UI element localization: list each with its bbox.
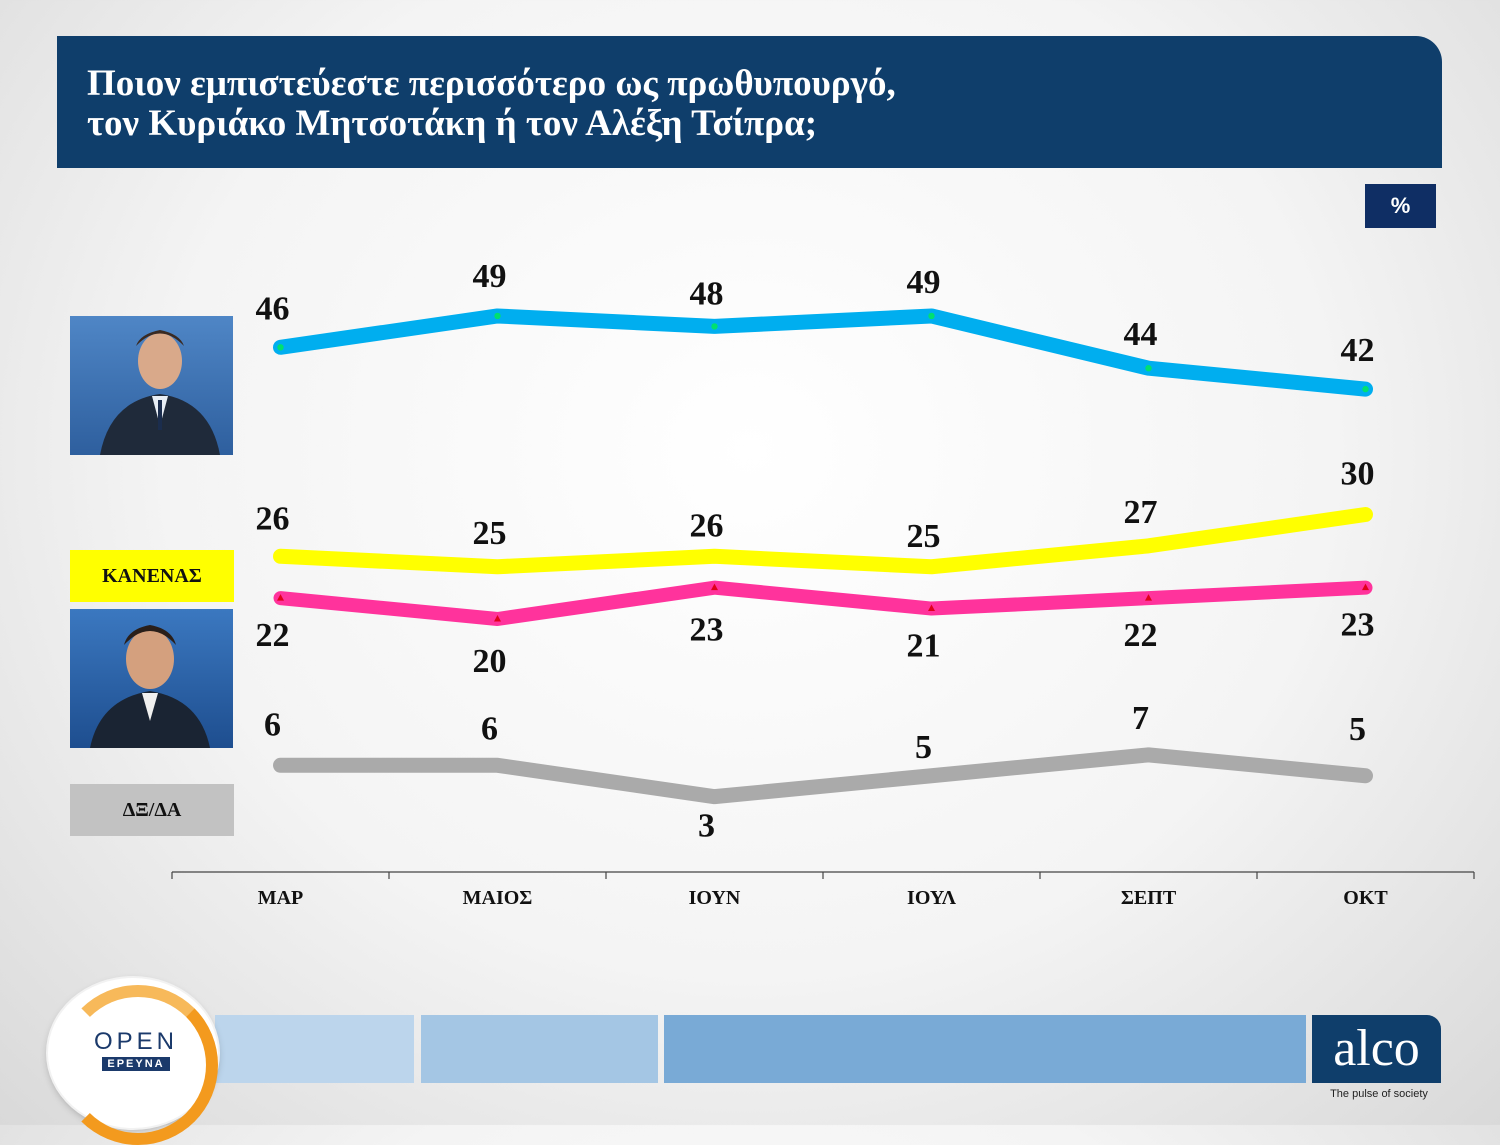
data-point-mitsotakis — [494, 312, 501, 320]
data-label-dk: 5 — [915, 729, 932, 766]
data-label-none: 27 — [1124, 494, 1158, 531]
x-tick-label: ΙΟΥΛ — [907, 887, 957, 909]
legend-dk: ΔΞ/ΔΑ — [70, 784, 234, 836]
tsipras-photo — [70, 609, 233, 748]
data-point-tsipras — [1145, 594, 1152, 601]
title-line-1: Ποιον εμπιστεύεστε περισσότερο ως πρωθυπ… — [87, 63, 896, 104]
open-sub: ΕΡΕΥΝΑ — [102, 1057, 170, 1071]
data-label-dk: 5 — [1349, 711, 1366, 748]
data-label-tsipras: 23 — [1341, 607, 1375, 644]
percent-badge: % — [1365, 184, 1436, 228]
data-label-dk: 3 — [698, 808, 715, 845]
data-label-none: 26 — [256, 500, 290, 537]
mitsotakis-photo — [70, 316, 233, 455]
legend-none: ΚΑΝΕΝΑΣ — [70, 550, 234, 602]
data-label-none: 25 — [473, 515, 507, 552]
data-label-dk: 6 — [481, 710, 498, 747]
data-point-tsipras — [711, 583, 718, 591]
header-banner: Ποιον εμπιστεύεστε περισσότερο ως πρωθυπ… — [57, 36, 1442, 168]
alco-word: alco — [1333, 1020, 1420, 1077]
open-word: OPEN — [93, 1028, 178, 1055]
series-line-none — [273, 507, 1373, 575]
page-title: Ποιον εμπιστεύεστε περισσότερο ως πρωθυπ… — [87, 64, 896, 144]
data-point-mitsotakis — [277, 344, 284, 351]
x-tick-label: ΣΕΠΤ — [1121, 887, 1177, 909]
alco-logo: alco — [1312, 1015, 1441, 1083]
data-point-mitsotakis — [928, 312, 935, 320]
data-label-none: 25 — [907, 518, 941, 555]
data-point-tsipras — [1362, 583, 1369, 591]
alco-tagline: The pulse of society — [1330, 1088, 1428, 1100]
data-label-tsipras: 23 — [690, 612, 724, 649]
data-point-tsipras — [494, 615, 501, 622]
data-label-tsipras: 22 — [1124, 617, 1158, 654]
data-point-mitsotakis — [711, 323, 718, 330]
data-label-mitsotakis: 49 — [907, 264, 941, 301]
open-logo-text: OPEN ΕΡΕΥΝΑ — [86, 1030, 186, 1072]
x-tick-label: ΟΚΤ — [1343, 887, 1388, 909]
data-point-tsipras — [277, 594, 284, 601]
x-tick-label: ΜΑΙΟΣ — [463, 887, 533, 909]
series-line-tsipras — [273, 580, 1373, 626]
footer-bar-2 — [421, 1015, 658, 1083]
data-label-tsipras: 20 — [473, 643, 507, 680]
data-label-mitsotakis: 42 — [1341, 332, 1375, 369]
series-line-mitsotakis — [273, 308, 1373, 397]
data-point-tsipras — [928, 604, 935, 612]
data-label-dk: 6 — [264, 706, 281, 743]
series-line-dk — [273, 747, 1373, 805]
data-point-mitsotakis — [1145, 365, 1152, 372]
data-label-tsipras: 22 — [256, 617, 290, 654]
footer-bar-1 — [215, 1015, 414, 1083]
data-label-tsipras: 21 — [907, 628, 941, 665]
person-silhouette-icon — [100, 330, 220, 455]
data-label-dk: 7 — [1132, 700, 1149, 737]
data-label-mitsotakis: 48 — [690, 275, 724, 312]
data-label-mitsotakis: 44 — [1124, 316, 1158, 353]
data-point-mitsotakis — [1362, 385, 1369, 393]
title-line-2: τον Κυριάκο Μητσοτάκη ή τον Αλέξη Τσίπρα… — [87, 103, 818, 144]
footer-bar-3 — [664, 1015, 1306, 1083]
data-label-none: 26 — [690, 507, 724, 544]
data-label-mitsotakis: 49 — [473, 258, 507, 295]
x-tick-label: ΙΟΥΝ — [689, 887, 741, 909]
data-label-mitsotakis: 46 — [256, 290, 290, 327]
data-label-none: 30 — [1341, 456, 1375, 493]
person-silhouette-icon — [90, 625, 210, 748]
x-tick-label: ΜΑΡ — [258, 887, 304, 909]
